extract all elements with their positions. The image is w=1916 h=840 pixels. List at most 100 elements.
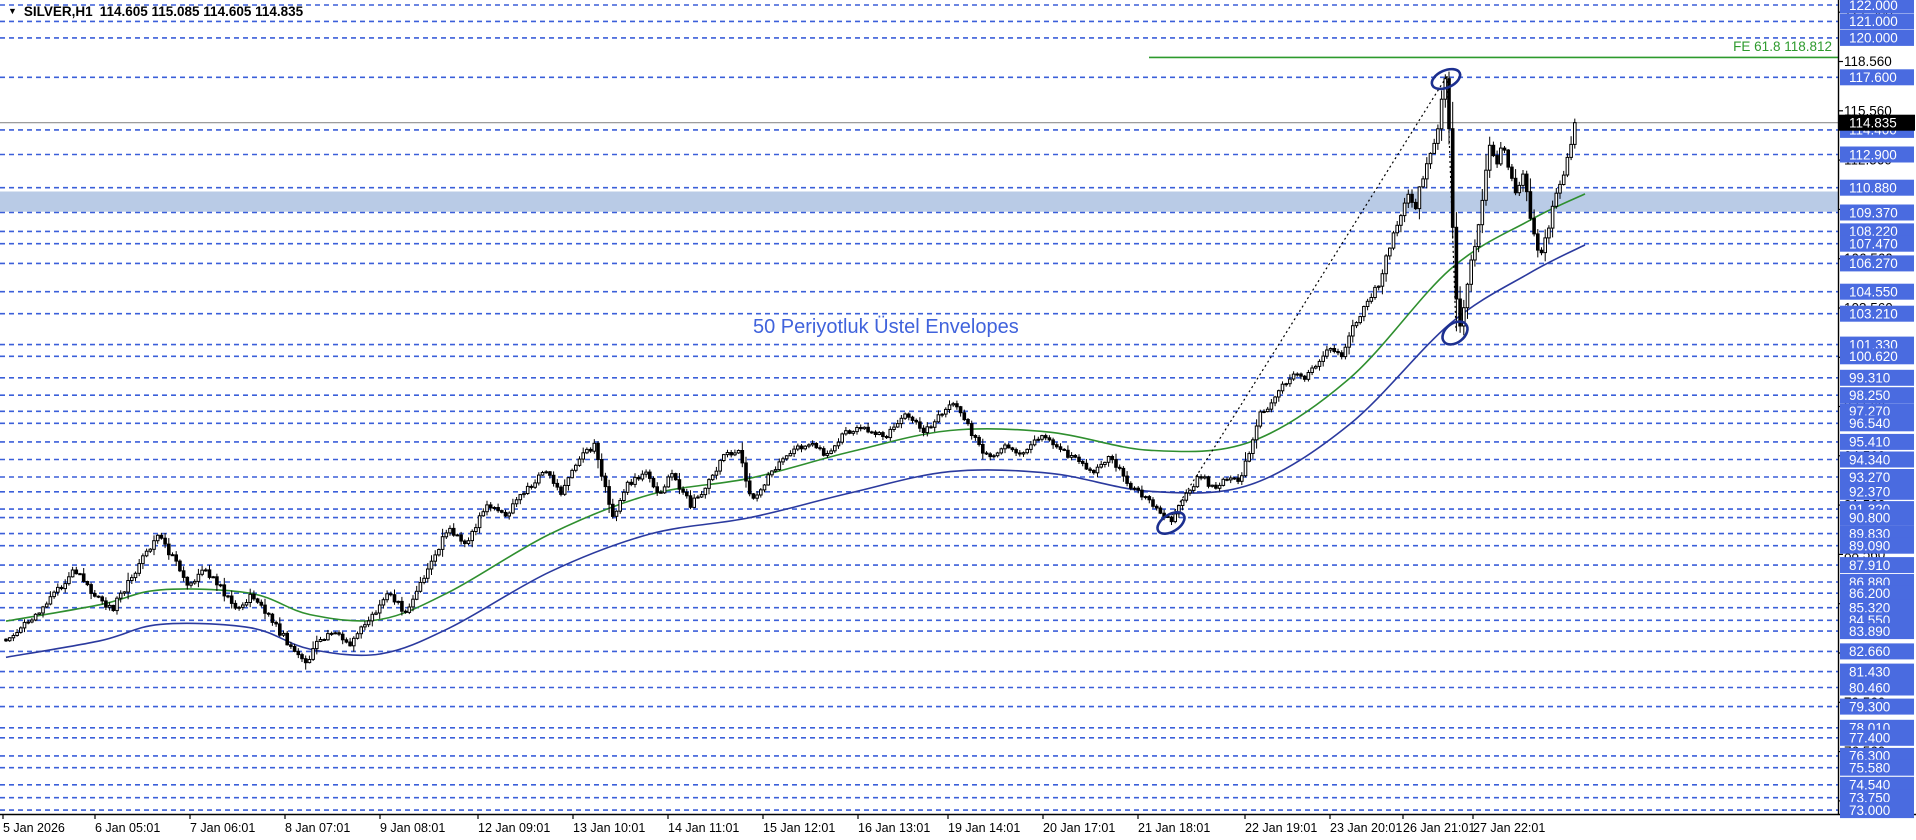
envelope-lower-line[interactable] — [5, 244, 1586, 659]
level-price-label[interactable]: 79.300 — [1840, 698, 1914, 715]
level-price-label[interactable]: 107.470 — [1840, 235, 1914, 252]
supply-zone-rectangle[interactable] — [0, 191, 1838, 212]
level-price-label[interactable]: 109.370 — [1840, 204, 1914, 221]
level-label-text: 112.900 — [1849, 147, 1897, 162]
level-label-text: 122.000 — [1849, 0, 1898, 13]
candle-body — [1343, 346, 1348, 358]
level-price-label[interactable]: 106.270 — [1840, 255, 1914, 272]
level-price-label[interactable]: 74.540 — [1840, 776, 1914, 793]
level-label-text: 110.880 — [1849, 181, 1897, 196]
candle-body — [895, 423, 900, 428]
level-price-label[interactable]: 95.410 — [1840, 433, 1914, 450]
level-price-label[interactable]: 112.900 — [1840, 146, 1914, 163]
level-price-label[interactable]: 73.750 — [1840, 789, 1914, 806]
candle-body — [37, 612, 42, 615]
candlesticks[interactable] — [4, 71, 1577, 670]
candle-body — [636, 476, 641, 480]
highlight-ellipse-3[interactable] — [1438, 317, 1472, 349]
level-price-label[interactable]: 110.880 — [1840, 179, 1914, 196]
candle-body — [1073, 455, 1078, 458]
level-label-bg — [1840, 369, 1914, 386]
candle-body — [263, 604, 267, 614]
candle-body — [673, 473, 678, 481]
candle-body — [414, 590, 419, 600]
level-price-label[interactable]: 104.550 — [1840, 283, 1914, 300]
level-price-label[interactable]: 73.000 — [1840, 802, 1914, 819]
candle-body — [744, 462, 748, 482]
candle-body — [1536, 233, 1540, 251]
candle-body — [977, 436, 981, 445]
level-price-label[interactable]: 75.580 — [1840, 759, 1914, 776]
level-price-label[interactable]: 117.600 — [1840, 69, 1914, 86]
time-tick-label: 9 Jan 08:01 — [380, 821, 445, 835]
level-price-label[interactable]: 80.460 — [1840, 679, 1914, 696]
level-price-label[interactable]: 77.400 — [1840, 729, 1914, 746]
level-price-label[interactable]: 83.890 — [1840, 623, 1914, 640]
candle-body — [814, 443, 819, 449]
level-price-label[interactable]: 85.320 — [1840, 599, 1914, 616]
time-tick-label: 19 Jan 14:01 — [948, 821, 1020, 835]
level-price-label[interactable]: 89.090 — [1840, 537, 1914, 554]
level-label-bg — [1840, 729, 1914, 746]
level-price-label[interactable]: 100.620 — [1840, 348, 1914, 365]
candle-body — [1317, 360, 1322, 367]
level-price-label[interactable]: 90.800 — [1840, 509, 1914, 526]
candle-body — [607, 486, 611, 505]
candle-body — [692, 497, 697, 508]
level-price-label[interactable]: 96.540 — [1840, 415, 1914, 432]
dotted-trendline-segment[interactable] — [1171, 75, 1448, 516]
candle-body — [93, 592, 97, 597]
candle-body — [958, 406, 963, 414]
level-label-text: 95.410 — [1849, 435, 1890, 450]
level-price-label[interactable]: 89.830 — [1840, 525, 1914, 542]
candle-body — [1225, 478, 1229, 481]
candle-body — [1554, 192, 1559, 207]
candle-body — [1550, 205, 1555, 229]
candle-body — [1251, 439, 1255, 454]
highlight-ellipse-2[interactable] — [1429, 65, 1463, 93]
time-tick-label: 5 Jan 2026 — [3, 821, 65, 835]
level-price-label[interactable]: 103.210 — [1840, 305, 1914, 322]
level-price-label[interactable]: 87.910 — [1840, 557, 1914, 574]
level-label-bg — [1840, 599, 1914, 616]
candle-body — [488, 504, 493, 509]
level-price-label[interactable]: 94.340 — [1840, 451, 1914, 468]
level-price-label[interactable]: 93.270 — [1840, 469, 1914, 485]
candle-body — [1484, 169, 1488, 201]
candle-body — [1025, 448, 1030, 454]
candle-body — [551, 474, 556, 484]
level-label-text: 99.310 — [1849, 371, 1890, 386]
candle-body — [496, 507, 500, 512]
level-price-label[interactable]: 81.430 — [1840, 663, 1914, 680]
plot-area[interactable] — [0, 0, 1838, 814]
collapse-triangle-icon[interactable]: ▼ — [8, 5, 17, 16]
candle-body — [1432, 142, 1437, 154]
candle-body — [899, 417, 904, 425]
candle-body — [751, 493, 756, 499]
chart-background — [0, 0, 1838, 814]
candle-body — [1232, 477, 1237, 480]
level-price-label[interactable]: 121.000 — [1840, 13, 1914, 30]
candle-body — [555, 482, 560, 488]
level-price-label[interactable]: 82.660 — [1840, 643, 1914, 660]
candle-body — [1217, 484, 1222, 489]
candle-body — [1029, 444, 1033, 450]
level-price-label[interactable]: 92.370 — [1840, 483, 1914, 500]
level-price-label[interactable]: 122.000 — [1840, 0, 1914, 13]
level-label-bg — [1840, 255, 1914, 272]
dotted-trendline-segment[interactable] — [1446, 75, 1457, 331]
level-price-label[interactable]: 99.310 — [1840, 369, 1914, 386]
candle-body — [1103, 461, 1107, 465]
candle-body — [1062, 448, 1067, 451]
envelope-upper-line[interactable] — [5, 193, 1586, 622]
candle-body — [818, 447, 822, 450]
candle-body — [444, 532, 449, 538]
level-price-label[interactable]: 108.220 — [1840, 223, 1914, 240]
level-price-label[interactable]: 86.200 — [1840, 585, 1914, 602]
level-price-label[interactable]: 98.250 — [1840, 387, 1914, 404]
level-label-text: 90.800 — [1849, 510, 1890, 525]
highlight-ellipse-1[interactable] — [1154, 508, 1188, 538]
level-price-label[interactable]: 120.000 — [1840, 29, 1914, 46]
